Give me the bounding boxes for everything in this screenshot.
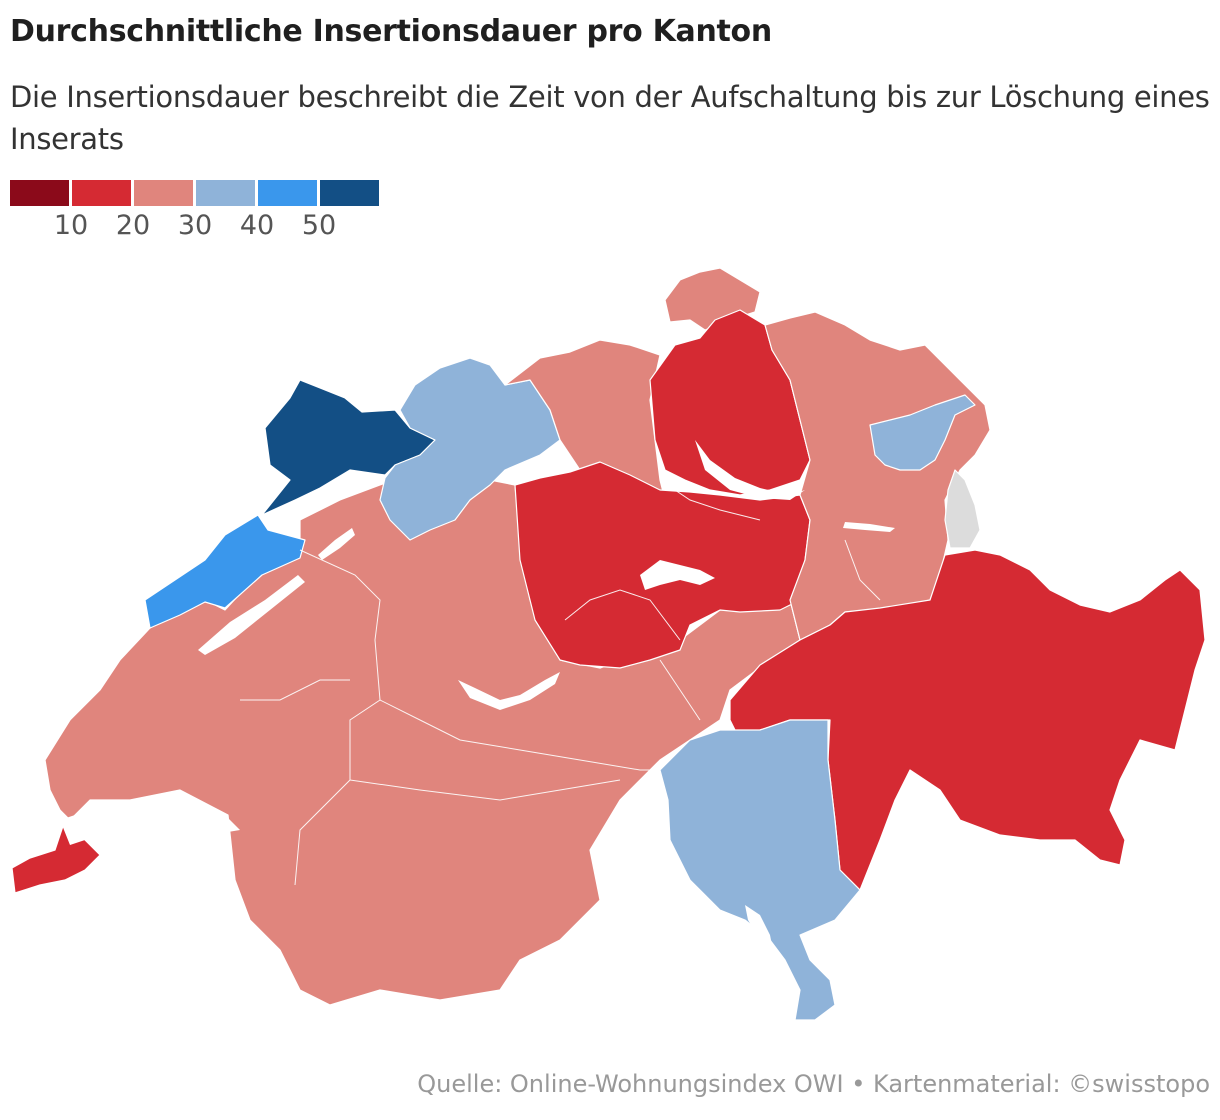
legend-tick: 20 bbox=[115, 210, 151, 241]
source-note: Quelle: Online-Wohnungsindex OWI • Karte… bbox=[417, 1070, 1210, 1098]
legend-swatch bbox=[258, 180, 317, 206]
legend-swatch bbox=[196, 180, 255, 206]
region-ticino bbox=[659, 719, 861, 1021]
legend-tick: 10 bbox=[53, 210, 89, 241]
lake-maggiore bbox=[745, 905, 775, 965]
legend-tick: 50 bbox=[301, 210, 337, 241]
lake-leman bbox=[60, 797, 240, 845]
region-jura bbox=[261, 379, 436, 516]
legend-swatch bbox=[10, 180, 69, 206]
lake-zurich bbox=[695, 440, 805, 500]
chart-title: Durchschnittliche Insertionsdauer pro Ka… bbox=[10, 14, 772, 49]
region-appenzell bbox=[869, 394, 976, 471]
legend-tick: 30 bbox=[177, 210, 213, 241]
region-liechtenstein bbox=[944, 469, 981, 549]
lake-biel bbox=[318, 528, 355, 560]
region-neuchatel bbox=[144, 514, 306, 629]
lake-thun-brienz bbox=[458, 672, 560, 710]
lake-neuchatel bbox=[198, 575, 305, 655]
legend-swatch bbox=[72, 180, 131, 206]
legend-swatch bbox=[320, 180, 379, 206]
switzerland-map bbox=[11, 267, 1206, 1021]
legend-swatch bbox=[134, 180, 193, 206]
legend-tick: 40 bbox=[239, 210, 275, 241]
lake-lucerne bbox=[640, 560, 715, 590]
lake-walensee bbox=[843, 522, 895, 532]
chart-subtitle: Die Insertionsdauer beschreibt die Zeit … bbox=[10, 80, 1210, 156]
